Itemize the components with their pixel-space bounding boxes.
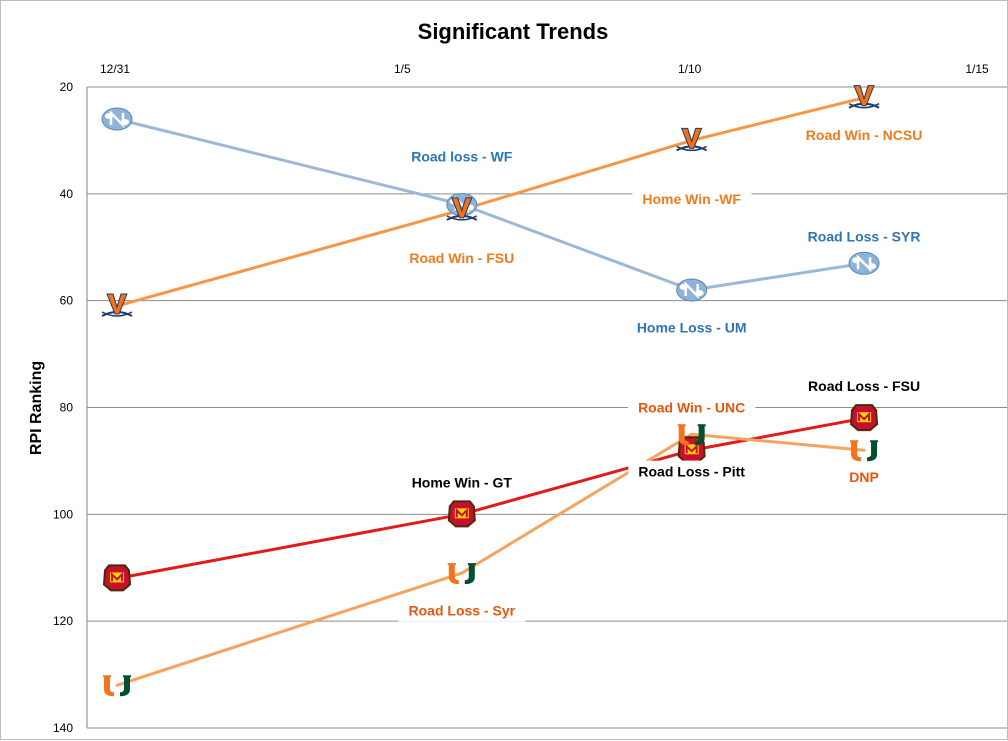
annotation-background [795,124,933,147]
annotation-background [401,145,523,168]
annotation-label: Road Win - FSU [399,246,525,269]
markers [101,85,880,697]
miami-logo-icon [103,675,131,697]
annotation-text: Home Win - GT [412,474,513,490]
annotation-text: Road Win - NCSU [806,127,923,143]
x-tick-label: 1/5 [394,62,411,76]
annotation-background [626,316,757,339]
uva-logo-icon [848,85,880,109]
y-tick-label: 60 [60,294,74,308]
annotation-background [839,465,889,488]
uva-logo-icon [446,197,478,221]
y-tick-label: 20 [60,80,74,94]
annotation-background [797,225,931,248]
annotation-text: Home Win -WF [642,191,741,207]
maryland-logo-icon [850,404,879,432]
unc-logo-icon [848,251,880,275]
series-lines [115,96,866,687]
annotation-label: Road Win - UNC [628,396,756,419]
uva-logo-icon [676,127,708,152]
annotation-background [632,188,752,211]
x-tick-label: 1/15 [965,62,989,76]
annotation-text: Road Win - UNC [638,400,745,416]
annotation-label: DNP [839,465,889,488]
annotations: Road loss - WF Road Win - FSU Home Win -WF… [398,124,933,622]
annotation-text: Road Loss - SYR [808,229,921,245]
annotation-text: Road Win - FSU [409,250,514,266]
annotation-text: DNP [849,469,879,485]
y-tick-label: 120 [53,614,73,628]
y-tick-label: 100 [53,507,73,521]
annotation-background [401,471,523,494]
y-tick-label: 80 [60,401,74,415]
annotation-label: Home Win - GT [401,471,523,494]
annotation-label: Road Loss - SYR [797,225,931,248]
tick-labels: 20 40 60 80 100 120 140 12/31 1/5 1/10 1/15 [53,62,989,735]
maryland-logo-icon [447,500,476,528]
unc-logo-icon [676,278,708,302]
y-tick-label: 140 [53,721,73,735]
grid [86,86,1007,729]
annotation-label: Home Win -WF [632,188,752,211]
annotation-text: Home Loss - UM [637,319,747,335]
annotation-background [398,599,526,622]
annotation-label: Home Loss - UM [626,316,757,339]
miami-logo-icon [677,424,706,446]
chart-title: Significant Trends [418,19,609,44]
annotation-background [798,375,931,398]
annotation-label: Road Loss - Pitt [628,460,756,483]
series-line-uva [115,96,866,308]
annotation-text: Road Loss - Pitt [638,464,745,480]
series-line-unc [115,117,866,292]
annotation-label: Road Win - NCSU [795,124,933,147]
x-tick-label: 1/10 [678,62,702,76]
x-tick-label: 12/31 [100,62,130,76]
annotation-background [628,460,756,483]
y-tick-label: 40 [60,187,74,201]
annotation-text: Road Loss - FSU [808,378,920,394]
annotation-label: Road Loss - FSU [798,375,931,398]
annotation-background [628,396,756,419]
maryland-logo-icon [102,564,132,592]
miami-logo-icon [447,563,476,585]
annotation-label: Road Loss - Syr [398,599,526,622]
annotation-text: Road loss - WF [411,148,513,164]
annotation-label: Road loss - WF [401,145,523,168]
unc-logo-icon [101,107,133,131]
series-line-maryland [115,416,866,580]
series-line-miami [115,432,866,687]
uva-logo-icon [101,293,133,317]
miami-logo-icon [850,440,879,462]
annotation-background [399,246,525,269]
y-axis-label: RPI Ranking [28,361,45,455]
annotation-text: Road Loss - Syr [409,602,516,618]
